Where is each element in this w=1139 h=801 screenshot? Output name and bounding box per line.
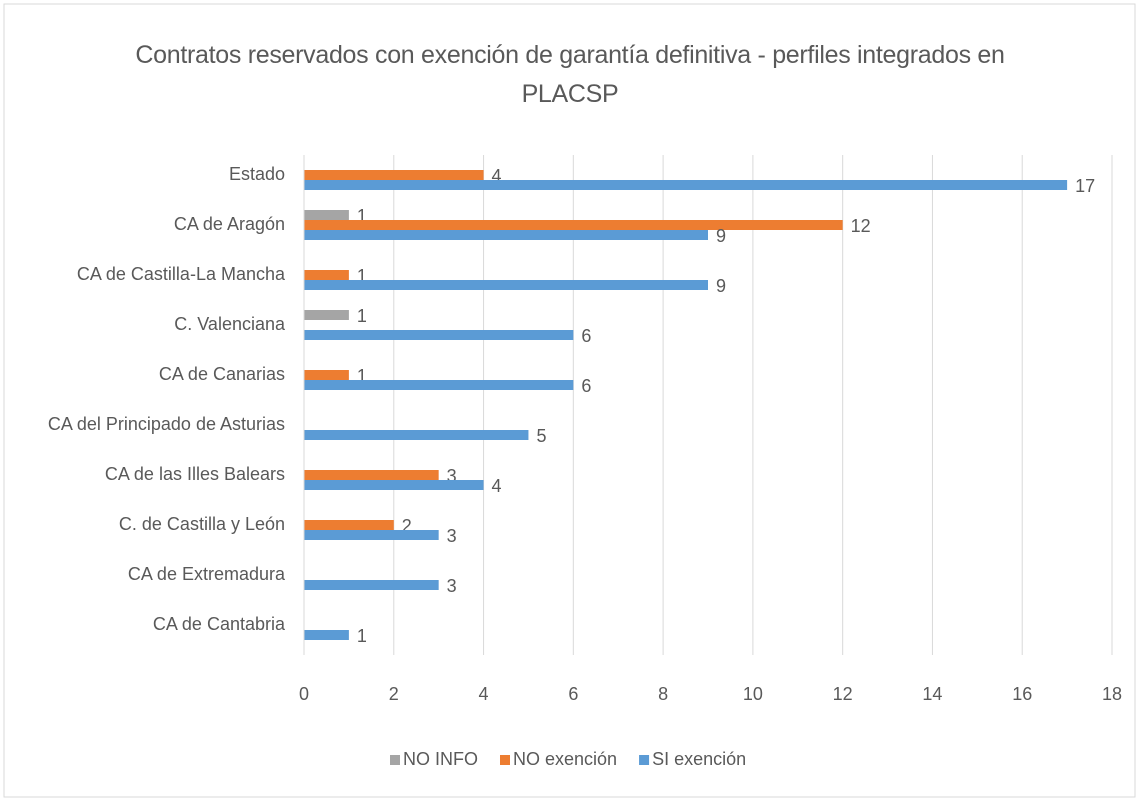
y-tick-label: CA de Cantabria: [153, 614, 286, 634]
data-label: 6: [581, 376, 591, 396]
x-tick-label: 10: [743, 684, 763, 704]
x-tick-label: 4: [479, 684, 489, 704]
legend-swatch: [390, 755, 400, 765]
legend-label: NO exención: [513, 749, 617, 769]
data-label: 1: [357, 306, 367, 326]
data-label: 5: [536, 426, 546, 446]
bar: [304, 520, 394, 530]
y-tick-label: CA de Canarias: [159, 364, 285, 384]
bar: [304, 330, 574, 340]
data-label: 2: [402, 516, 412, 536]
data-label: 17: [1075, 176, 1095, 196]
legend-label: NO INFO: [403, 749, 478, 769]
bar: [304, 170, 484, 180]
chart-title: Contratos reservados con exención de gar…: [135, 41, 1005, 108]
legend-swatch: [639, 755, 650, 765]
bar: [304, 220, 843, 230]
legend-swatch: [500, 755, 510, 765]
x-tick-label: 16: [1012, 684, 1032, 704]
data-label: 3: [447, 526, 457, 546]
data-label: 1: [357, 366, 367, 386]
data-label: 12: [851, 216, 871, 236]
bar: [304, 580, 439, 590]
y-tick-label: CA de Aragón: [174, 214, 285, 234]
x-tick-label: 12: [833, 684, 853, 704]
x-tick-label: 18: [1102, 684, 1122, 704]
x-tick-label: 0: [299, 684, 309, 704]
y-tick-label: CA del Principado de Asturias: [48, 414, 285, 434]
data-label: 1: [357, 206, 367, 226]
bar: [304, 430, 529, 440]
bar: [304, 480, 484, 490]
legend-label: SI exención: [652, 749, 746, 769]
x-tick-label: 6: [568, 684, 578, 704]
bar: [304, 210, 349, 220]
x-tick-label: 8: [658, 684, 668, 704]
bar: [304, 180, 1068, 190]
data-label: 1: [357, 626, 367, 646]
data-label: 3: [447, 466, 457, 486]
x-tick-label: 14: [922, 684, 942, 704]
bar: [304, 630, 349, 640]
bar: [304, 270, 349, 280]
y-tick-label: CA de las Illes Balears: [105, 464, 285, 484]
data-label: 4: [492, 166, 502, 186]
data-label: 4: [492, 476, 502, 496]
data-label: 1: [357, 266, 367, 286]
chart-border: [3, 3, 1136, 798]
data-label: 9: [716, 276, 726, 296]
bar: [304, 470, 439, 480]
bar: [304, 230, 708, 240]
data-label: 9: [716, 226, 726, 246]
y-tick-label: Estado: [229, 164, 285, 184]
bar: [304, 380, 574, 390]
y-tick-label: CA de Castilla-La Mancha: [77, 264, 286, 284]
y-tick-label: C. Valenciana: [174, 314, 286, 334]
y-tick-label: C. de Castilla y León: [119, 514, 285, 534]
bar: [304, 530, 439, 540]
bar: [304, 280, 708, 290]
x-tick-label: 2: [389, 684, 399, 704]
y-tick-label: CA de Extremadura: [128, 564, 286, 584]
data-label: 3: [447, 576, 457, 596]
bar: [304, 370, 349, 380]
bar: [304, 310, 349, 320]
data-label: 6: [581, 326, 591, 346]
